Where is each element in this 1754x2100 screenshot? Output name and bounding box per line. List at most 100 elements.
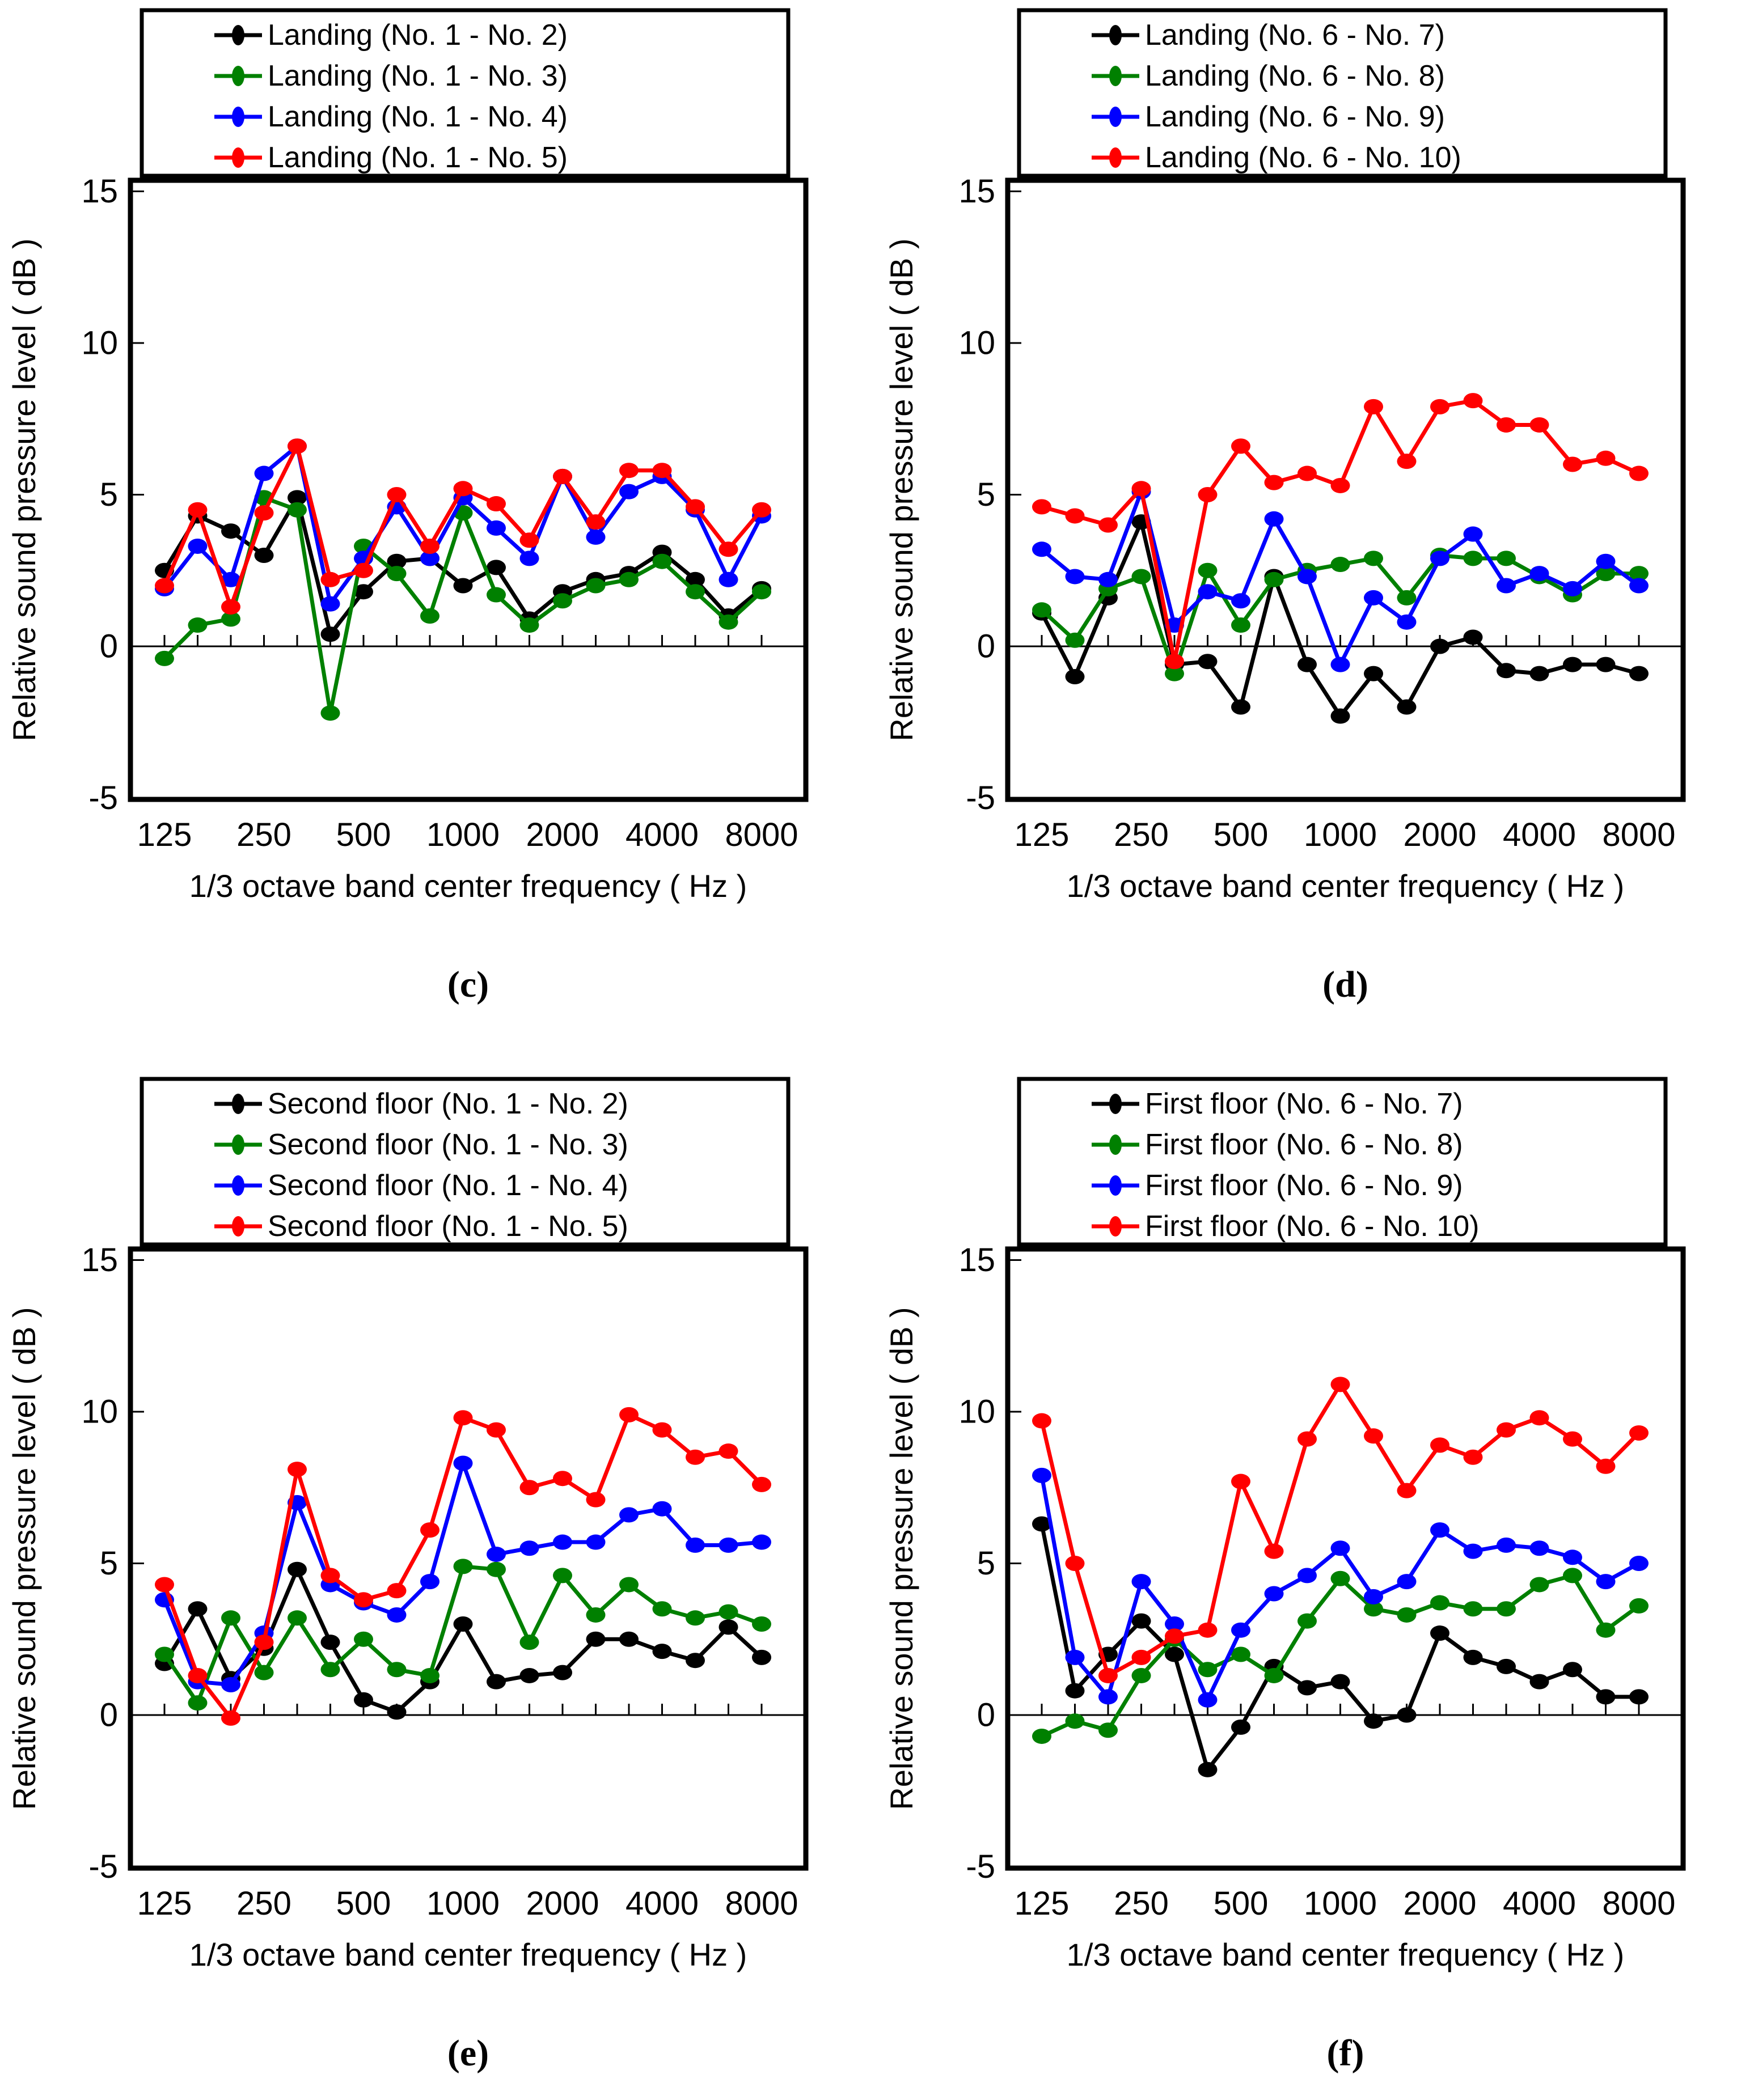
legend-item: Landing (No. 1 - No. 4) bbox=[214, 100, 568, 133]
data-point-marker bbox=[1032, 1467, 1051, 1483]
data-point-marker bbox=[1563, 1431, 1582, 1447]
legend-item: Landing (No. 6 - No. 9) bbox=[1092, 100, 1445, 133]
data-point-marker bbox=[320, 1662, 340, 1678]
data-point-marker bbox=[553, 1665, 572, 1680]
data-point-marker bbox=[1596, 553, 1616, 569]
y-axis-tick-label: 10 bbox=[81, 1394, 118, 1430]
legend-item: First floor (No. 6 - No. 7) bbox=[1092, 1087, 1463, 1120]
data-point-marker bbox=[254, 1665, 274, 1680]
data-point-marker bbox=[254, 548, 274, 563]
legend-item: Second floor (No. 1 - No. 3) bbox=[214, 1128, 628, 1161]
data-point-marker bbox=[1463, 526, 1483, 542]
legend-box bbox=[140, 1077, 791, 1247]
data-point-marker bbox=[487, 1561, 506, 1577]
legend-label: Second floor (No. 1 - No. 3) bbox=[268, 1128, 628, 1161]
legend-item: First floor (No. 6 - No. 10) bbox=[1092, 1210, 1479, 1243]
data-point-marker bbox=[1629, 566, 1649, 582]
data-point-marker bbox=[1529, 666, 1549, 681]
data-point-marker bbox=[752, 502, 771, 518]
data-point-marker bbox=[718, 1604, 738, 1620]
legend-item: Landing (No. 6 - No. 10) bbox=[1092, 141, 1461, 174]
legend-item: Landing (No. 6 - No. 8) bbox=[1092, 60, 1445, 92]
data-point-marker bbox=[354, 1631, 373, 1647]
data-point-marker bbox=[420, 1574, 439, 1590]
data-point-marker bbox=[221, 1677, 240, 1692]
data-point-marker bbox=[1198, 487, 1218, 502]
data-point-marker bbox=[1297, 1568, 1317, 1584]
data-point-marker bbox=[221, 1610, 240, 1626]
legend-label: Landing (No. 1 - No. 4) bbox=[268, 100, 568, 133]
data-point-marker bbox=[1264, 511, 1284, 527]
x-axis-title: 1/3 octave band center frequency ( Hz ) bbox=[1067, 868, 1625, 904]
data-point-marker bbox=[420, 608, 439, 624]
data-point-marker bbox=[1629, 465, 1649, 481]
y-axis-tick-label: 15 bbox=[958, 1242, 995, 1278]
data-point-marker bbox=[1629, 666, 1649, 681]
data-point-marker bbox=[1497, 551, 1516, 566]
x-axis-tick-label: 125 bbox=[1015, 1885, 1070, 1922]
data-point-marker bbox=[519, 1635, 539, 1650]
data-point-marker bbox=[1297, 1431, 1317, 1447]
data-point-marker bbox=[652, 553, 672, 569]
x-axis-tick-label: 1000 bbox=[426, 816, 500, 853]
data-point-marker bbox=[1264, 1667, 1284, 1683]
data-point-marker bbox=[188, 1667, 208, 1683]
legend-box bbox=[140, 8, 791, 178]
y-axis-tick-label: 15 bbox=[958, 173, 995, 210]
data-point-marker bbox=[553, 468, 572, 484]
data-point-marker bbox=[487, 560, 506, 575]
legend-marker-icon bbox=[232, 66, 244, 86]
x-axis-tick-label: 250 bbox=[1114, 816, 1169, 853]
legend-box bbox=[1017, 8, 1668, 178]
data-point-marker bbox=[619, 1631, 639, 1647]
data-point-marker bbox=[1131, 569, 1151, 585]
data-point-marker bbox=[1529, 417, 1549, 433]
panel-caption: (d) bbox=[1322, 964, 1368, 1005]
data-point-marker bbox=[1596, 450, 1616, 466]
data-point-marker bbox=[1198, 562, 1218, 578]
x-axis-tick-label: 1000 bbox=[1304, 816, 1377, 853]
data-point-marker bbox=[387, 566, 407, 582]
data-point-marker bbox=[288, 490, 307, 506]
data-point-marker bbox=[188, 538, 208, 554]
data-point-marker bbox=[1563, 581, 1582, 596]
x-axis-tick-label: 8000 bbox=[1602, 1885, 1675, 1922]
data-point-marker bbox=[1463, 551, 1483, 566]
data-point-marker bbox=[453, 1616, 473, 1632]
data-point-marker bbox=[586, 1492, 606, 1508]
data-point-marker bbox=[1297, 657, 1317, 672]
data-point-marker bbox=[453, 1455, 473, 1471]
data-point-marker bbox=[1198, 654, 1218, 670]
x-axis-tick-label: 1000 bbox=[1304, 1885, 1377, 1922]
data-point-marker bbox=[487, 1674, 506, 1690]
data-point-marker bbox=[420, 1522, 439, 1538]
legend-item: First floor (No. 6 - No. 9) bbox=[1092, 1169, 1463, 1202]
y-axis-tick-label: -5 bbox=[88, 780, 118, 816]
y-axis-title: Relative sound pressure level ( dB ) bbox=[6, 1307, 42, 1810]
data-point-marker bbox=[1330, 1377, 1350, 1392]
data-point-marker bbox=[155, 1577, 174, 1593]
y-axis-title: Relative sound pressure level ( dB ) bbox=[884, 1307, 919, 1810]
data-point-marker bbox=[553, 1568, 572, 1584]
data-point-marker bbox=[1463, 1449, 1483, 1465]
data-point-marker bbox=[354, 562, 373, 578]
x-axis-tick-label: 250 bbox=[236, 1885, 291, 1922]
data-point-marker bbox=[652, 463, 672, 479]
legend-marker-icon bbox=[1109, 1175, 1122, 1196]
legend-label: Landing (No. 1 - No. 2) bbox=[268, 19, 568, 52]
data-point-marker bbox=[1596, 1622, 1616, 1638]
data-point-marker bbox=[686, 1449, 705, 1465]
legend-item: Second floor (No. 1 - No. 5) bbox=[214, 1210, 628, 1243]
data-point-marker bbox=[1098, 1689, 1118, 1705]
data-point-marker bbox=[652, 1501, 672, 1517]
data-point-marker bbox=[1497, 1601, 1516, 1617]
y-axis-title: Relative sound pressure level ( dB ) bbox=[884, 238, 919, 741]
y-axis-tick-label: 0 bbox=[977, 628, 995, 665]
panel-caption: (c) bbox=[447, 964, 489, 1005]
y-axis-tick-label: 0 bbox=[977, 1697, 995, 1734]
data-point-marker bbox=[1098, 517, 1118, 533]
data-point-marker bbox=[1364, 1713, 1383, 1729]
legend-marker-icon bbox=[232, 1216, 244, 1237]
data-point-marker bbox=[1264, 1543, 1284, 1559]
x-axis-tick-label: 8000 bbox=[725, 816, 798, 853]
